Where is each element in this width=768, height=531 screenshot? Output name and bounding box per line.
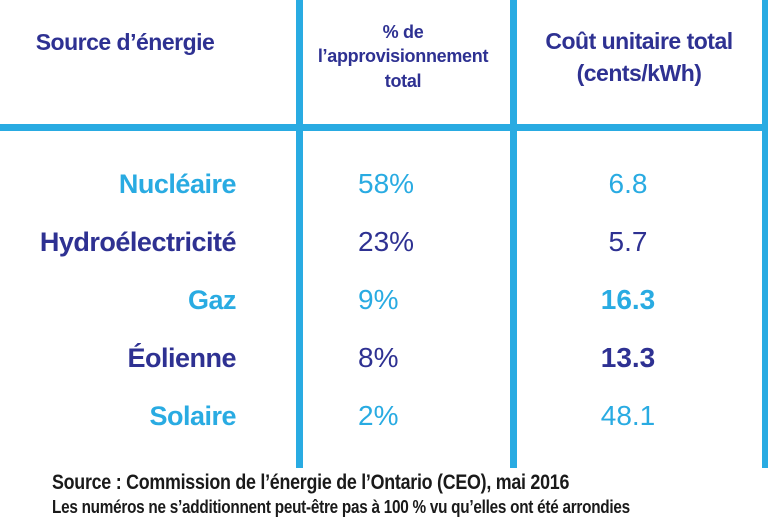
column-header-source: Source d’énergie	[35, 29, 215, 55]
column-header-supply-share: % de l’approvisionnement total	[317, 22, 489, 91]
row-cost-value: 6.8	[608, 168, 648, 199]
table-row-hydroelectricite: Hydroélectricité 23% 5.7	[0, 213, 768, 271]
source-attribution-text: Source : Commission de l’énergie de l’On…	[52, 471, 570, 494]
row-source-label: Solaire	[149, 400, 236, 431]
row-source-label: Hydroélectricité	[39, 226, 237, 257]
table-right-border-line	[762, 0, 768, 468]
table-body: Nucléaire 58% 6.8 Hydroélectricité 23% 5…	[0, 155, 768, 445]
rounding-note-text: Les numéros ne s’additionnent peut-être …	[52, 497, 630, 517]
table-row-eolienne: Éolienne 8% 13.3	[0, 329, 768, 387]
row-source-label: Éolienne	[127, 342, 236, 373]
row-cost-value: 16.3	[600, 284, 656, 315]
row-cost-value: 13.3	[600, 342, 656, 373]
table-row-nucleaire: Nucléaire 58% 6.8	[0, 155, 768, 213]
row-share-value: 23%	[358, 226, 415, 257]
table-header-row: Source d’énergie % de l’approvisionnemen…	[0, 0, 768, 124]
row-cost-value: 5.7	[608, 226, 648, 257]
row-share-value: 2%	[358, 400, 399, 431]
table-row-gaz: Gaz 9% 16.3	[0, 271, 768, 329]
table-row-solaire: Solaire 2% 48.1	[0, 387, 768, 445]
row-share-value: 9%	[358, 284, 399, 315]
row-source-label: Nucléaire	[118, 168, 237, 199]
row-source-label: Gaz	[187, 284, 237, 315]
column-divider-line-1	[296, 0, 303, 468]
column-divider-line-2	[510, 0, 517, 468]
column-header-unit-cost: Coût unitaire total (cents/kWh)	[545, 28, 733, 87]
header-divider-line	[0, 124, 768, 131]
row-share-value: 8%	[358, 342, 399, 373]
row-share-value: 58%	[358, 168, 415, 199]
row-cost-value: 48.1	[600, 400, 656, 431]
